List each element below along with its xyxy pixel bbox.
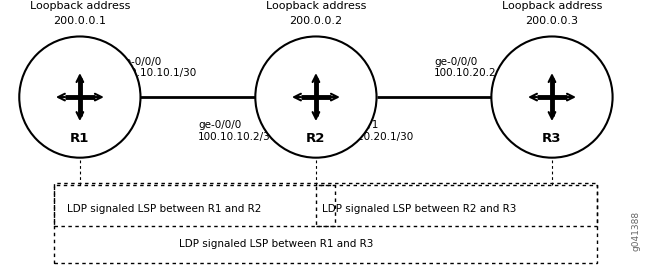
- Text: g041388: g041388: [631, 211, 640, 251]
- Text: Loopback address: Loopback address: [30, 1, 130, 11]
- Text: LDP signaled LSP between R2 and R3: LDP signaled LSP between R2 and R3: [322, 204, 517, 214]
- Text: LDP signaled LSP between R1 and R2: LDP signaled LSP between R1 and R2: [67, 204, 262, 214]
- Text: LDP signaled LSP between R1 and R3: LDP signaled LSP between R1 and R3: [179, 239, 373, 249]
- Text: 200.0.0.2: 200.0.0.2: [289, 16, 342, 26]
- Ellipse shape: [20, 37, 141, 158]
- Text: Loopback address: Loopback address: [266, 1, 366, 11]
- Text: ge-0/0/1
100.10.20.1/30: ge-0/0/1 100.10.20.1/30: [335, 120, 414, 142]
- Bar: [55, 185, 335, 226]
- Bar: [316, 185, 596, 226]
- Text: 200.0.0.1: 200.0.0.1: [53, 16, 106, 26]
- Text: 200.0.0.3: 200.0.0.3: [525, 16, 579, 26]
- Text: ge-0/0/0
100.10.10.2/30: ge-0/0/0 100.10.10.2/30: [198, 120, 277, 142]
- Text: R3: R3: [542, 132, 562, 145]
- Bar: [55, 183, 597, 263]
- Text: ge-0/0/0
100.10.20.2/30: ge-0/0/0 100.10.20.2/30: [434, 57, 513, 78]
- Text: ge-0/0/0
100.10.10.1/30: ge-0/0/0 100.10.10.1/30: [118, 57, 197, 78]
- Ellipse shape: [492, 37, 613, 158]
- Ellipse shape: [255, 37, 376, 158]
- Text: R2: R2: [306, 132, 326, 145]
- Text: R1: R1: [70, 132, 90, 145]
- Text: Loopback address: Loopback address: [502, 1, 602, 11]
